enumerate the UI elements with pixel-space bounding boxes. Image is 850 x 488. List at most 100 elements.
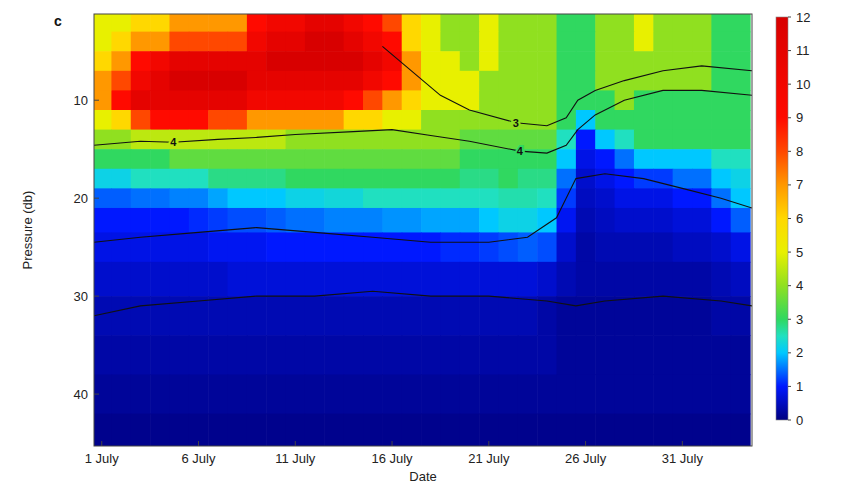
heat-cell	[595, 188, 615, 208]
heat-cell	[634, 110, 654, 130]
heat-cell	[208, 32, 228, 52]
heat-cell	[576, 51, 596, 71]
heat-cell	[131, 296, 151, 336]
heat-cell	[595, 14, 615, 32]
heat-cell	[421, 14, 441, 32]
heat-cell	[653, 149, 673, 169]
heat-cell	[363, 32, 383, 52]
heat-cell	[150, 188, 170, 208]
heat-cell	[731, 32, 751, 52]
heat-cell	[150, 90, 170, 110]
heat-cell	[286, 262, 306, 297]
heat-cell	[305, 51, 325, 71]
heat-cell	[711, 149, 731, 169]
heat-cell	[692, 149, 712, 169]
heat-cell	[537, 335, 557, 375]
heat-cell	[673, 296, 693, 336]
heat-cell	[305, 14, 325, 32]
heat-cell	[440, 296, 460, 336]
heat-cell	[692, 51, 712, 71]
heat-cell	[344, 14, 364, 32]
heat-cell	[460, 71, 480, 91]
colorbar-tick	[788, 151, 791, 152]
heat-cell	[460, 90, 480, 110]
heat-cell	[711, 335, 731, 375]
heat-cell	[111, 32, 131, 52]
heat-cell	[692, 262, 712, 297]
heat-cell	[634, 32, 654, 52]
heat-cell	[344, 71, 364, 91]
heat-cell	[94, 149, 112, 169]
heat-cell	[653, 14, 673, 32]
contour-line	[94, 90, 752, 153]
heat-cell	[111, 232, 131, 262]
heat-cell	[479, 374, 499, 414]
plot-frame	[94, 14, 752, 446]
heat-cell	[537, 414, 557, 446]
heat-cell	[382, 149, 402, 169]
colorbar-tick-label: 12	[796, 10, 810, 25]
heat-cell	[94, 51, 112, 71]
heat-cell	[557, 51, 577, 71]
heat-cell	[421, 335, 441, 375]
heat-cell	[615, 149, 635, 169]
heat-cell	[228, 90, 248, 110]
heat-cell	[653, 71, 673, 91]
heat-cell	[247, 149, 267, 169]
heat-cell	[537, 71, 557, 91]
heat-cell	[131, 208, 151, 233]
heat-cell	[615, 130, 635, 150]
heat-cell	[266, 262, 286, 297]
heat-cell	[344, 32, 364, 52]
heat-cell	[228, 71, 248, 91]
heat-cell	[189, 208, 209, 233]
heat-cell	[421, 232, 441, 262]
heat-cell	[498, 51, 518, 71]
heat-cell	[94, 14, 112, 32]
heat-cell	[440, 149, 460, 169]
heat-cell	[518, 188, 538, 208]
heat-cell	[324, 374, 344, 414]
heat-cell	[653, 208, 673, 233]
colorbar-tick	[788, 117, 791, 118]
y-tick	[94, 198, 99, 199]
heat-cell	[440, 32, 460, 52]
heat-cell	[208, 149, 228, 169]
heat-cell	[421, 51, 441, 71]
heat-cell	[94, 71, 112, 91]
heat-cell	[634, 296, 654, 336]
heat-cell	[615, 262, 635, 297]
heat-cell	[557, 374, 577, 414]
y-tick-label: 10	[74, 93, 88, 108]
colorbar-tick-label: 6	[796, 211, 803, 226]
heat-cell	[615, 296, 635, 336]
heat-cell	[169, 414, 189, 446]
heat-cell	[692, 14, 712, 32]
heat-cell	[692, 374, 712, 414]
heat-cell	[324, 51, 344, 71]
heat-cell	[228, 110, 248, 130]
heat-cell	[537, 374, 557, 414]
heat-cell	[731, 149, 751, 169]
heat-cell	[266, 51, 286, 71]
heat-cell	[557, 232, 577, 262]
heat-cell	[266, 130, 286, 150]
heat-cell	[111, 262, 131, 297]
heat-cell	[363, 208, 383, 233]
heat-cell	[266, 14, 286, 32]
heat-cell	[421, 169, 441, 189]
y-axis-title: Pressure (db)	[20, 191, 35, 270]
heat-cell	[247, 335, 267, 375]
heat-cell	[150, 232, 170, 262]
heat-cell	[131, 149, 151, 169]
y-tick	[94, 100, 99, 101]
heat-cell	[731, 110, 751, 130]
heat-cell	[169, 110, 189, 130]
chart: 3441 July6 July11 July16 July21 July26 J…	[0, 0, 850, 488]
heat-cell	[150, 296, 170, 336]
heat-cell	[576, 188, 596, 208]
heat-cell	[440, 208, 460, 233]
heat-cell	[479, 51, 499, 71]
heat-cell	[305, 71, 325, 91]
heat-cell	[131, 414, 151, 446]
